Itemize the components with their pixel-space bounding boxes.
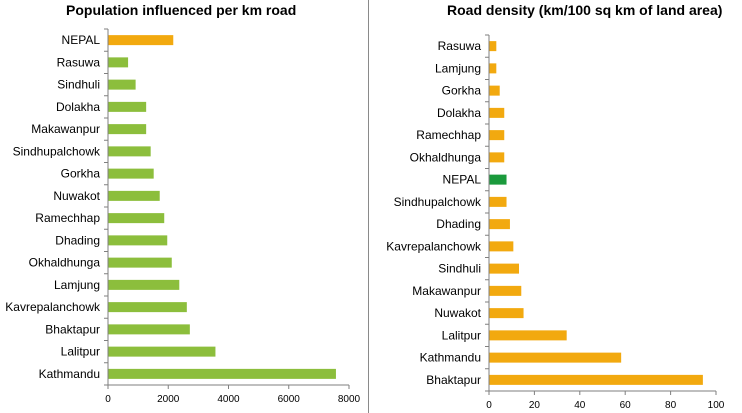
bar-dolakha bbox=[489, 107, 505, 118]
bar-makawanpur bbox=[108, 124, 147, 135]
bar-kavrepalanchowk bbox=[489, 241, 514, 252]
category-label: Sindhupalchowk bbox=[13, 144, 101, 158]
bar-kathmandu bbox=[108, 368, 336, 379]
category-label: NEPAL bbox=[62, 33, 101, 47]
bar-rasuwa bbox=[489, 41, 497, 52]
bar-nepal bbox=[489, 174, 507, 185]
bar-nuwakot bbox=[489, 308, 524, 319]
category-label: Rasuwa bbox=[57, 55, 101, 69]
bar-dhading bbox=[108, 235, 168, 246]
population-chart-panel: Population influenced per km road NEPAL R… bbox=[0, 0, 368, 413]
category-label: Ramechhap bbox=[416, 128, 481, 142]
category-label: Okhaldhunga bbox=[410, 150, 482, 164]
category-label: Dhading bbox=[55, 233, 100, 247]
category-label: Sindhuli bbox=[57, 78, 100, 92]
bar-gorkha bbox=[108, 168, 154, 179]
category-label: Dolakha bbox=[56, 100, 100, 114]
value-tick-label: 100 bbox=[708, 400, 725, 411]
category-label: Dolakha bbox=[437, 106, 481, 120]
bar-lalitpur bbox=[489, 330, 567, 341]
bar-sindhuli bbox=[489, 263, 520, 274]
bar-okhaldhunga bbox=[108, 257, 172, 268]
road-density-chart-title: Road density (km/100 sq km of land area) bbox=[447, 2, 723, 18]
category-label: Dhading bbox=[436, 217, 481, 231]
bar-bhaktapur bbox=[489, 374, 703, 385]
category-label: Kavrepalanchowk bbox=[386, 239, 482, 253]
bar-lamjung bbox=[108, 279, 180, 290]
bar-nepal bbox=[108, 35, 174, 46]
bar-gorkha bbox=[489, 85, 500, 96]
category-label: Gorkha bbox=[61, 167, 101, 181]
value-tick-label: 4000 bbox=[217, 394, 240, 405]
value-tick-label: 2000 bbox=[157, 394, 180, 405]
category-label: Kavrepalanchowk bbox=[5, 300, 101, 314]
category-label: Lamjung bbox=[54, 278, 100, 292]
value-tick-label: 40 bbox=[574, 400, 586, 411]
bar-makawanpur bbox=[489, 285, 522, 296]
value-tick-label: 8000 bbox=[338, 394, 361, 405]
panel-divider bbox=[368, 0, 369, 413]
bar-okhaldhunga bbox=[489, 152, 505, 163]
category-label: Nuwakot bbox=[434, 306, 481, 320]
category-label: Bhaktapur bbox=[45, 322, 100, 336]
category-label: Ramechhap bbox=[35, 211, 100, 225]
category-label: Kathmandu bbox=[39, 367, 100, 381]
bar-sindhupalchowk bbox=[108, 146, 151, 157]
category-label: Kathmandu bbox=[420, 351, 481, 365]
bar-rasuwa bbox=[108, 57, 129, 68]
value-tick-label: 20 bbox=[529, 400, 541, 411]
bar-sindhuli bbox=[108, 79, 136, 90]
category-label: Lamjung bbox=[435, 61, 481, 75]
bar-nuwakot bbox=[108, 190, 160, 201]
bar-lalitpur bbox=[108, 346, 216, 357]
category-label: Sindhuli bbox=[438, 262, 481, 276]
category-label: Gorkha bbox=[442, 84, 482, 98]
category-label: NEPAL bbox=[443, 173, 482, 187]
bar-dhading bbox=[489, 219, 510, 230]
bar-kathmandu bbox=[489, 352, 622, 363]
category-label: Makawanpur bbox=[412, 284, 481, 298]
value-tick-label: 80 bbox=[665, 400, 677, 411]
category-label: Sindhupalchowk bbox=[394, 195, 482, 209]
category-label: Bhaktapur bbox=[426, 373, 481, 387]
bar-sindhupalchowk bbox=[489, 196, 507, 207]
bar-dolakha bbox=[108, 101, 147, 112]
population-chart: NEPAL Rasuwa Sindhuli Dolakha Makawanpur Sind… bbox=[5, 28, 361, 405]
population-chart-title: Population influenced per km road bbox=[66, 2, 297, 18]
bar-ramechhap bbox=[108, 213, 165, 224]
value-tick-label: 0 bbox=[105, 394, 111, 405]
category-label: Lalitpur bbox=[442, 328, 481, 342]
value-tick-label: 6000 bbox=[278, 394, 301, 405]
category-label: Makawanpur bbox=[31, 122, 100, 136]
road-density-chart-panel: Road density (km/100 sq km of land area)… bbox=[369, 0, 742, 413]
bar-ramechhap bbox=[489, 130, 505, 141]
category-label: Lalitpur bbox=[61, 345, 100, 359]
bar-bhaktapur bbox=[108, 324, 190, 335]
bar-kavrepalanchowk bbox=[108, 302, 187, 313]
bar-lamjung bbox=[489, 63, 497, 74]
value-tick-label: 0 bbox=[486, 400, 492, 411]
road-density-chart: Rasuwa Lamjung Gorkha Dolakha Ramechhap Okhal… bbox=[386, 34, 725, 411]
category-label: Nuwakot bbox=[53, 189, 100, 203]
value-tick-label: 60 bbox=[620, 400, 632, 411]
category-label: Okhaldhunga bbox=[29, 256, 101, 270]
category-label: Rasuwa bbox=[438, 39, 482, 53]
